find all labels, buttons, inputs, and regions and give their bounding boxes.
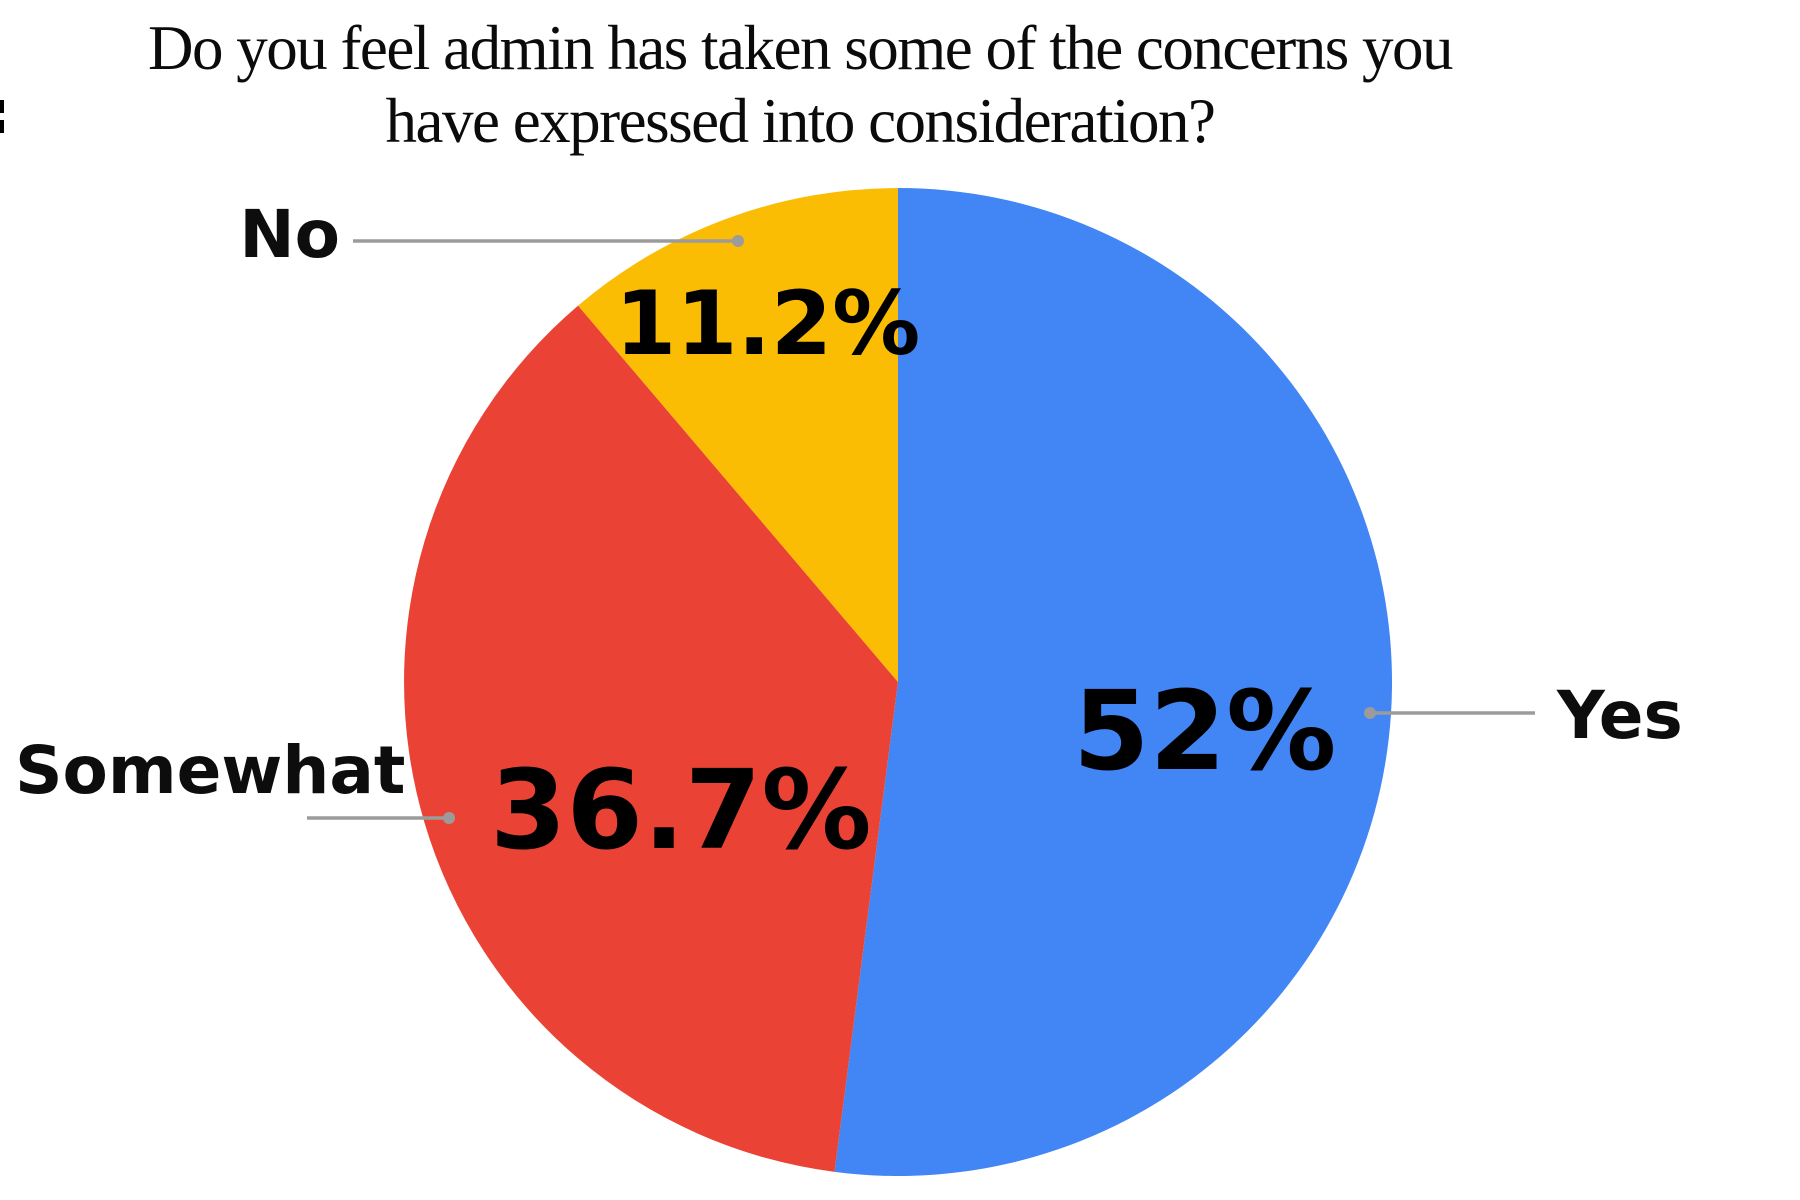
- chart-title-line1: Do you feel admin has taken some of the …: [147, 13, 1454, 83]
- pie-slices: [404, 188, 1393, 1176]
- chart-title-line2: have expressed into consideration?: [385, 86, 1216, 156]
- pie-slice-yes: [834, 188, 1393, 1176]
- pie-slice-no: [578, 188, 898, 682]
- pie-percent-labels: 52% 36.7% 11.2%: [490, 272, 1336, 874]
- chart-title: Do you feel admin has taken some of the …: [0, 12, 1600, 158]
- pie-callouts: Yes Somewhat No: [15, 196, 1683, 824]
- pie-slice-somewhat: [404, 305, 898, 1172]
- cropped-text-artifact: [0, 100, 4, 113]
- cropped-text-artifact: [0, 120, 4, 133]
- slice-percent-somewhat: 36.7%: [490, 746, 872, 874]
- slice-percent-no: 11.2%: [615, 272, 920, 375]
- leader-dot-yes: [1364, 707, 1376, 719]
- slice-percent-yes: 52%: [1073, 667, 1336, 795]
- slice-label-somewhat: Somewhat: [15, 732, 405, 809]
- leader-dot-somewhat: [443, 812, 455, 824]
- leader-dot-no: [732, 235, 744, 247]
- slice-label-yes: Yes: [1556, 677, 1683, 754]
- slice-label-no: No: [239, 196, 340, 273]
